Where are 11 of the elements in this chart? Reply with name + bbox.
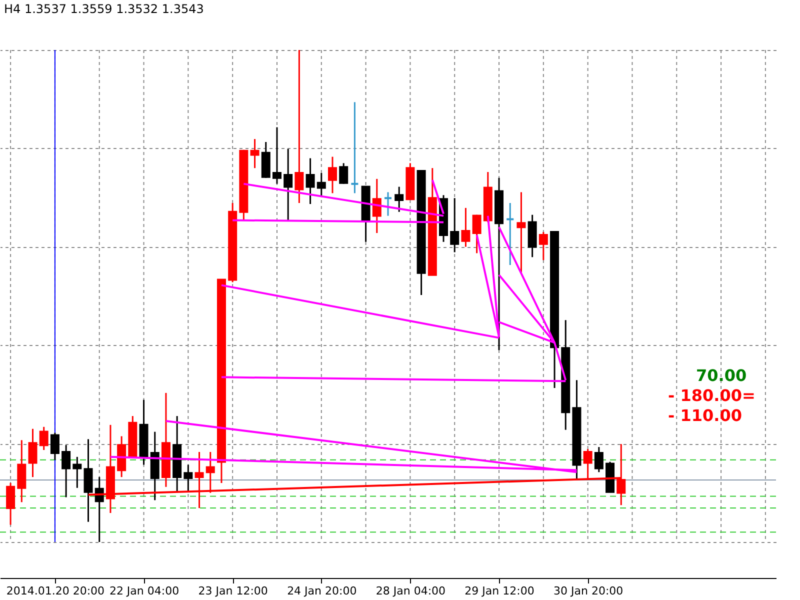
x-tick-label: 30 Jan 20:00 bbox=[554, 584, 624, 598]
x-tick-label: 29 Jan 12:00 bbox=[464, 584, 534, 598]
x-tick-label: 28 Jan 04:00 bbox=[376, 584, 446, 598]
annotation: 70.00 bbox=[696, 366, 747, 385]
x-tick-label: 23 Jan 12:00 bbox=[198, 584, 268, 598]
x-tick-label: 22 Jan 04:00 bbox=[109, 584, 180, 598]
annotation: - 180.00= bbox=[668, 386, 756, 405]
x-tick-label: 2014.01.20 20:00 bbox=[6, 584, 105, 598]
annotation: - 110.00 bbox=[668, 406, 742, 425]
x-tick-label: 24 Jan 20:00 bbox=[287, 584, 357, 598]
text: H4 1.3537 1.3559 1.3532 1.3543 bbox=[0, 2, 208, 16]
